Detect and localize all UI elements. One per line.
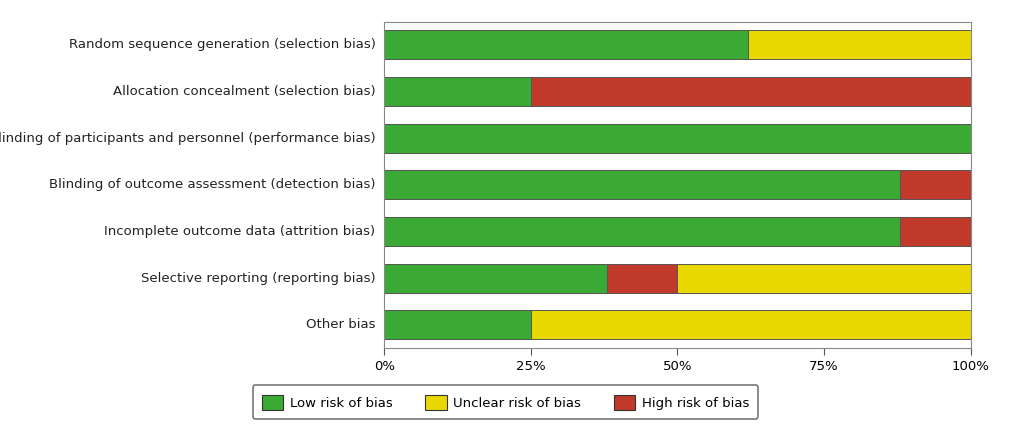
Bar <box>384 124 971 153</box>
Bar <box>384 31 748 59</box>
Text: Blinding of outcome assessment (detection bias): Blinding of outcome assessment (detectio… <box>49 178 375 191</box>
Bar <box>900 217 971 246</box>
Text: Allocation concealment (selection bias): Allocation concealment (selection bias) <box>113 85 375 98</box>
Bar <box>531 310 971 339</box>
Text: Blinding of participants and personnel (performance bias): Blinding of participants and personnel (… <box>0 132 375 145</box>
Text: Other bias: Other bias <box>306 319 375 332</box>
Bar <box>384 264 607 293</box>
Bar <box>677 264 971 293</box>
Legend: Low risk of bias, Unclear risk of bias, High risk of bias: Low risk of bias, Unclear risk of bias, … <box>253 385 758 419</box>
Bar <box>384 77 531 106</box>
Bar <box>748 31 971 59</box>
Text: Selective reporting (reporting bias): Selective reporting (reporting bias) <box>141 272 375 285</box>
Bar <box>384 310 531 339</box>
Bar <box>384 170 900 200</box>
Bar <box>531 77 971 106</box>
Bar <box>900 170 971 200</box>
Text: Random sequence generation (selection bias): Random sequence generation (selection bi… <box>69 38 375 51</box>
Text: Incomplete outcome data (attrition bias): Incomplete outcome data (attrition bias) <box>104 225 375 238</box>
Bar <box>607 264 677 293</box>
Bar <box>384 217 900 246</box>
